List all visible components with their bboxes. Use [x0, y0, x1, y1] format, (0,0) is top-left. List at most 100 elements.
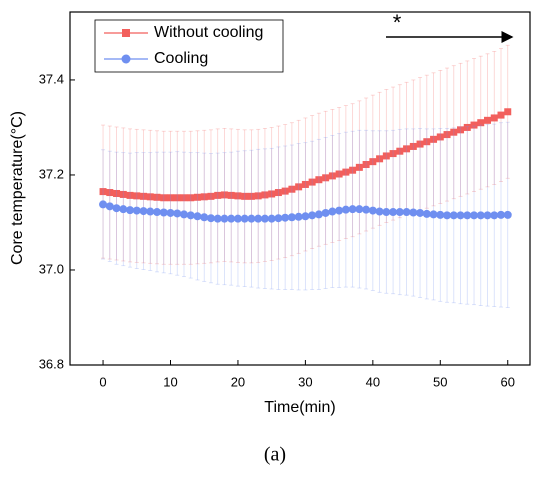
marker — [369, 158, 377, 166]
caption: (a) — [264, 444, 286, 466]
marker — [241, 192, 249, 200]
y-tick-label: 37.4 — [39, 71, 64, 86]
x-tick-label: 50 — [433, 374, 447, 389]
marker — [180, 194, 188, 202]
marker — [132, 206, 141, 215]
legend-marker — [121, 54, 131, 64]
marker — [193, 193, 201, 201]
marker — [322, 174, 330, 182]
marker — [490, 211, 499, 220]
marker — [403, 145, 411, 153]
marker — [153, 193, 161, 201]
marker — [119, 205, 128, 214]
marker — [355, 163, 363, 171]
x-tick-label: 20 — [231, 374, 245, 389]
marker — [470, 211, 479, 220]
marker — [207, 192, 215, 200]
marker — [261, 191, 269, 199]
marker — [260, 214, 269, 223]
marker — [348, 205, 357, 214]
marker — [368, 206, 377, 215]
marker — [193, 212, 202, 221]
marker — [187, 194, 195, 202]
marker — [140, 192, 148, 200]
marker — [483, 211, 492, 220]
marker — [119, 190, 127, 198]
marker — [227, 191, 235, 199]
marker — [382, 208, 391, 217]
marker — [342, 168, 350, 176]
marker — [213, 214, 222, 223]
marker — [146, 207, 155, 216]
marker — [355, 205, 364, 214]
marker — [457, 126, 465, 134]
marker — [166, 194, 174, 202]
marker — [456, 211, 465, 220]
marker — [240, 214, 249, 223]
marker — [105, 202, 114, 211]
x-tick-label: 10 — [163, 374, 177, 389]
marker — [496, 210, 505, 219]
marker — [490, 114, 498, 122]
marker — [227, 214, 236, 223]
annotation: * — [393, 10, 402, 35]
marker — [416, 140, 424, 148]
marker — [126, 191, 134, 199]
marker — [146, 193, 154, 201]
marker — [214, 191, 222, 199]
y-axis-label: Core temperature(°C) — [9, 111, 26, 265]
marker — [477, 119, 485, 127]
marker — [396, 147, 404, 155]
marker — [166, 208, 175, 217]
x-tick-label: 40 — [366, 374, 380, 389]
marker — [308, 211, 317, 220]
marker — [409, 208, 418, 217]
marker — [362, 161, 370, 169]
marker — [349, 166, 357, 174]
marker — [247, 192, 255, 200]
marker — [449, 211, 458, 220]
marker — [308, 178, 316, 186]
marker — [295, 183, 303, 191]
marker — [389, 208, 398, 217]
marker — [395, 208, 404, 217]
x-tick-label: 0 — [99, 374, 106, 389]
marker — [436, 210, 445, 219]
marker — [99, 200, 108, 209]
x-axis-label: Time(min) — [264, 399, 335, 416]
series — [99, 44, 512, 265]
plot-frame — [69, 11, 531, 366]
marker — [112, 204, 121, 213]
marker — [206, 214, 215, 223]
marker — [470, 121, 478, 129]
marker — [429, 210, 438, 219]
marker — [173, 209, 182, 218]
marker — [430, 135, 438, 143]
marker — [99, 188, 107, 196]
marker — [301, 180, 309, 188]
marker — [328, 207, 337, 216]
marker — [268, 190, 276, 198]
marker — [186, 211, 195, 220]
marker — [159, 208, 168, 217]
marker — [497, 111, 505, 119]
marker — [153, 208, 162, 217]
marker — [133, 192, 141, 200]
marker — [503, 210, 512, 219]
marker — [220, 191, 228, 199]
y-tick-label: 36.8 — [39, 356, 64, 371]
marker — [328, 172, 336, 180]
marker — [200, 213, 209, 222]
marker — [443, 131, 451, 139]
marker — [254, 192, 262, 200]
marker — [126, 206, 135, 215]
marker — [362, 205, 371, 214]
marker — [281, 187, 289, 195]
marker — [254, 214, 263, 223]
marker — [376, 155, 384, 163]
marker — [463, 123, 471, 131]
x-tick-label: 30 — [298, 374, 312, 389]
marker — [301, 212, 310, 221]
marker — [484, 116, 492, 124]
